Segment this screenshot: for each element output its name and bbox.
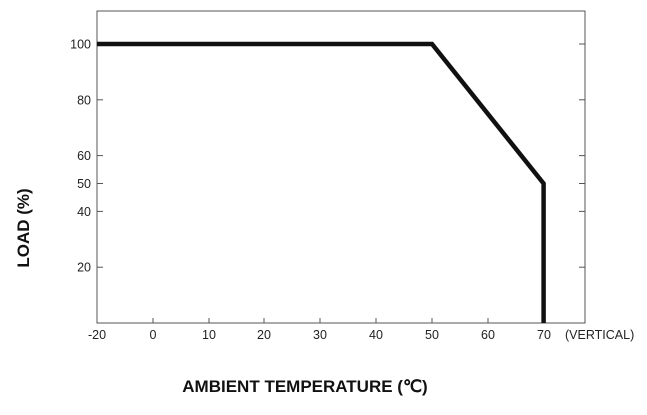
- x-tick-label: 20: [257, 328, 271, 342]
- y-ticks: 20 40 50 60 80 100: [70, 38, 585, 275]
- x-tick-label: 0: [150, 328, 157, 342]
- y-tick-label: 50: [77, 177, 91, 191]
- y-tick-label: 20: [77, 261, 91, 275]
- load-curve: [97, 41, 546, 323]
- y-axis-label: LOAD (%): [14, 188, 33, 267]
- x-tick-label: 10: [202, 328, 216, 342]
- y-tick-label: 60: [77, 149, 91, 163]
- x-tick-label: 70: [537, 328, 551, 342]
- x-tick-label: 40: [369, 328, 383, 342]
- plot-frame: [96, 10, 586, 324]
- x-tick-label: 30: [313, 328, 327, 342]
- x-axis-note: (VERTICAL): [565, 328, 634, 342]
- x-axis-label: AMBIENT TEMPERATURE (℃): [182, 377, 427, 396]
- y-tick-label: 80: [77, 93, 91, 107]
- x-ticks: -20 0 10 20 30 40 50 60 70: [88, 318, 551, 342]
- x-tick-label: 50: [425, 328, 439, 342]
- y-tick-label: 100: [70, 38, 91, 52]
- y-tick-label: 40: [77, 205, 91, 219]
- x-tick-label: 60: [481, 328, 495, 342]
- x-tick-label: -20: [88, 328, 106, 342]
